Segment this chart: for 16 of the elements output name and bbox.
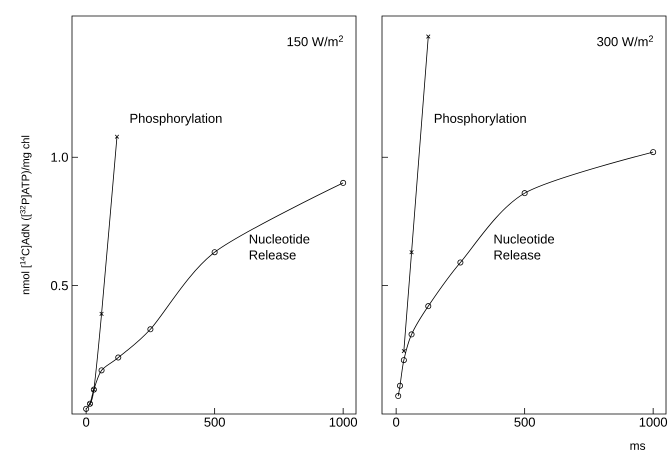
x-tick-label: 500 [514,418,535,427]
series-label: Nucleotide Release [494,234,554,260]
x-tick-label: 500 [204,418,225,427]
y-tick-label: 1.0 [51,152,68,162]
series-label: Phosphorylation [434,113,526,126]
annotation: 150 W/m$^{2}$ [288,35,343,46]
annotation: 300 W/m$^{2}$ [597,35,654,46]
x-tick-label: 0 [393,418,400,427]
x-tick-label: 0 [83,418,90,427]
y-tick-label: 0.5 [50,281,68,290]
series-label: Phosphorylation [130,113,222,126]
x-tick-label: 1000 [330,418,358,427]
x-axis-title: ms [630,443,646,450]
x-tick-label: 1000 [640,418,668,427]
series-label: Nucleotide Release [250,234,310,260]
y-axis-title: nmol [$^{14}$C]AdN ([$^{32}$P]ATP)/mg chl [20,136,32,294]
